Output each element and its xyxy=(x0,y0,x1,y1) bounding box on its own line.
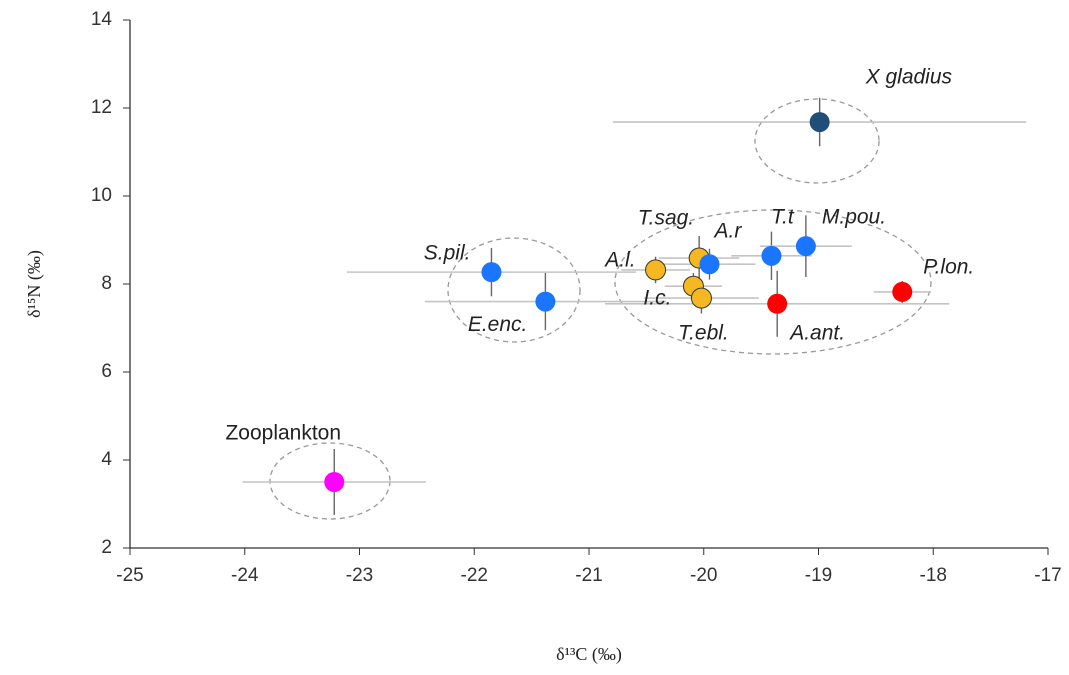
y-tick-label: 4 xyxy=(101,449,112,470)
point-label: P.lon. xyxy=(923,255,974,278)
x-tick-label: -18 xyxy=(920,565,947,586)
point-label: S.pil. xyxy=(424,242,471,265)
y-tick-label: 2 xyxy=(101,537,112,558)
x-tick-label: -22 xyxy=(461,565,488,586)
x-tick-label: -20 xyxy=(690,565,717,586)
y-tick-label: 14 xyxy=(91,9,113,30)
y-tick-label: 10 xyxy=(91,185,112,206)
x-tick-label: -21 xyxy=(575,565,602,586)
group-ellipse xyxy=(269,442,391,520)
point xyxy=(809,112,830,133)
y-axis-title: δ¹⁵N (‰) xyxy=(24,250,45,318)
point xyxy=(892,281,913,302)
point-label: X gladius xyxy=(865,66,953,89)
point-label: A.l. xyxy=(603,248,635,271)
point-label: Zooplankton xyxy=(225,422,341,445)
point-label: T.ebl. xyxy=(678,322,729,345)
point xyxy=(481,262,502,283)
point xyxy=(324,472,345,492)
point-label: I.c. xyxy=(643,287,671,310)
point xyxy=(690,287,712,309)
x-axis-title: δ¹³C (‰) xyxy=(556,644,622,665)
point-label: M.pou. xyxy=(822,206,886,229)
y-tick-label: 6 xyxy=(101,361,112,382)
x-tick-label: -17 xyxy=(1034,565,1061,586)
x-tick-label: -23 xyxy=(346,565,373,586)
group-ellipse xyxy=(447,237,581,343)
x-tick-label: -24 xyxy=(231,565,259,586)
x-tick-label: -19 xyxy=(805,565,832,586)
point-label: E.enc. xyxy=(468,313,528,336)
point xyxy=(699,254,720,275)
point xyxy=(535,291,556,312)
point xyxy=(795,236,816,257)
point xyxy=(761,245,782,266)
point-label: A.ant. xyxy=(788,321,845,344)
point-label: A.r xyxy=(712,220,742,243)
group-ellipse xyxy=(614,209,932,355)
point-label: T.sag. xyxy=(638,207,694,230)
group-ellipse xyxy=(754,98,880,184)
point-label: T.t xyxy=(771,205,795,228)
y-tick-label: 12 xyxy=(91,97,112,118)
point xyxy=(767,293,788,314)
point xyxy=(645,259,667,281)
x-tick-label: -25 xyxy=(116,565,143,586)
y-tick-label: 8 xyxy=(101,273,112,294)
